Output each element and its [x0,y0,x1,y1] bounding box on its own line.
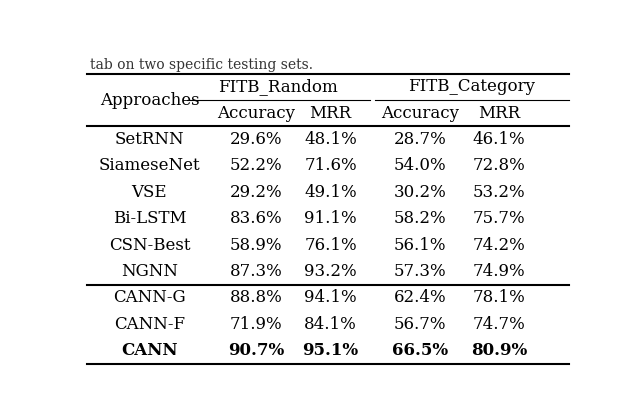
Text: FITB_Random: FITB_Random [218,78,339,95]
Text: Accuracy: Accuracy [381,105,459,122]
Text: 52.2%: 52.2% [230,157,282,174]
Text: SiameseNet: SiameseNet [99,157,200,174]
Text: 62.4%: 62.4% [394,289,446,306]
Text: 29.6%: 29.6% [230,131,282,148]
Text: 28.7%: 28.7% [394,131,446,148]
Text: SetRNN: SetRNN [115,131,184,148]
Text: 30.2%: 30.2% [394,184,446,201]
Text: 93.2%: 93.2% [304,263,356,280]
Text: 71.6%: 71.6% [304,157,356,174]
Text: 58.9%: 58.9% [230,237,282,254]
Text: 72.8%: 72.8% [473,157,525,174]
Text: 76.1%: 76.1% [304,237,356,254]
Text: 53.2%: 53.2% [473,184,525,201]
Text: 74.7%: 74.7% [473,315,525,332]
Text: NGNN: NGNN [121,263,178,280]
Text: VSE: VSE [132,184,167,201]
Text: 49.1%: 49.1% [304,184,356,201]
Text: FITB_Category: FITB_Category [408,78,535,95]
Text: 78.1%: 78.1% [473,289,525,306]
Text: 46.1%: 46.1% [473,131,525,148]
Text: CSN-Best: CSN-Best [109,237,190,254]
Text: CANN: CANN [121,342,178,359]
Text: CANN-F: CANN-F [114,315,185,332]
Text: 54.0%: 54.0% [394,157,446,174]
Text: 84.1%: 84.1% [304,315,357,332]
Text: 80.9%: 80.9% [471,342,527,359]
Text: Accuracy: Accuracy [217,105,295,122]
Text: tab on two specific testing sets.: tab on two specific testing sets. [90,58,313,72]
Text: 94.1%: 94.1% [304,289,356,306]
Text: 74.2%: 74.2% [473,237,525,254]
Text: Approaches: Approaches [100,92,199,109]
Text: MRR: MRR [478,105,520,122]
Text: 95.1%: 95.1% [303,342,358,359]
Text: MRR: MRR [309,105,351,122]
Text: CANN-G: CANN-G [113,289,186,306]
Text: 56.1%: 56.1% [394,237,446,254]
Text: 83.6%: 83.6% [230,210,282,227]
Text: 56.7%: 56.7% [394,315,446,332]
Text: 74.9%: 74.9% [473,263,525,280]
Text: Bi-LSTM: Bi-LSTM [113,210,186,227]
Text: 75.7%: 75.7% [473,210,525,227]
Text: 66.5%: 66.5% [392,342,448,359]
Text: 71.9%: 71.9% [230,315,282,332]
Text: 90.7%: 90.7% [228,342,284,359]
Text: 57.3%: 57.3% [394,263,446,280]
Text: 91.1%: 91.1% [304,210,356,227]
Text: 87.3%: 87.3% [230,263,282,280]
Text: 48.1%: 48.1% [304,131,357,148]
Text: 29.2%: 29.2% [230,184,282,201]
Text: 58.2%: 58.2% [394,210,446,227]
Text: 88.8%: 88.8% [230,289,282,306]
